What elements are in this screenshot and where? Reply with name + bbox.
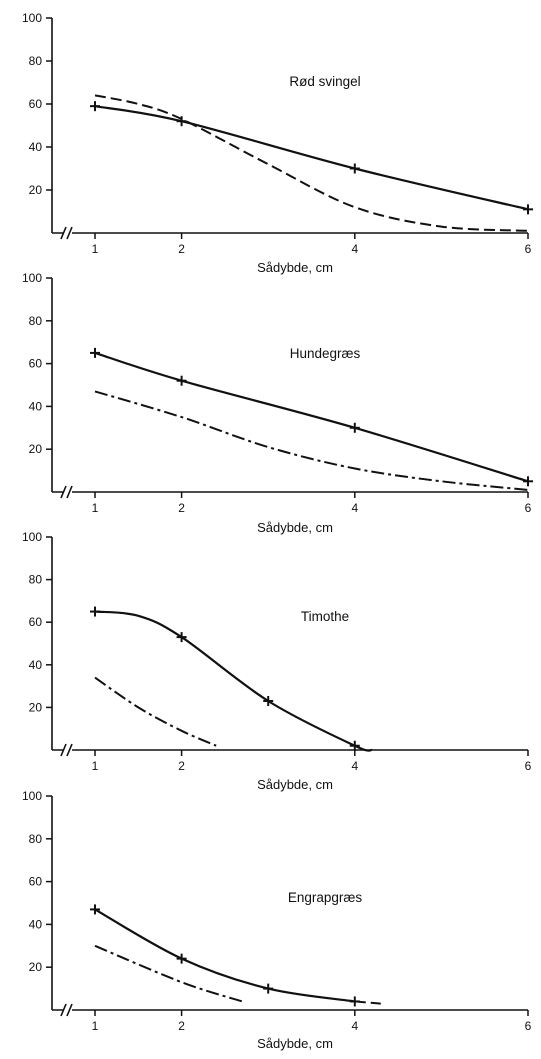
x-tick-label: 4 [351, 759, 358, 773]
series-line-solid [94, 908, 355, 1003]
series-line-dash-dot [94, 944, 243, 1003]
x-tick-label: 6 [525, 242, 532, 256]
y-tick-label: 60 [29, 357, 43, 371]
axis-break-mark [60, 226, 67, 240]
x-tick-label: 4 [351, 1019, 358, 1033]
x-tick-label: 2 [178, 1019, 185, 1033]
axis-break-mark [60, 1003, 67, 1017]
x-tick-label: 1 [92, 759, 99, 773]
data-point-marker [523, 476, 533, 487]
data-point-marker [176, 632, 187, 643]
y-tick-label: 80 [29, 832, 43, 846]
data-point-marker [90, 606, 100, 617]
y-tick-label: 80 [29, 573, 43, 587]
x-axis-label: Sådybde, cm [257, 777, 333, 792]
panel-title-hundegraes: Hundegræs [290, 346, 361, 361]
x-tick-label: 6 [525, 1019, 532, 1033]
x-tick-label: 2 [178, 242, 185, 256]
panel-title-engrapgraes: Engrapgræs [288, 890, 363, 905]
axis-break-gap [63, 486, 72, 498]
x-tick-label: 2 [178, 501, 185, 515]
data-point-marker [523, 204, 533, 215]
series-line-solid [94, 105, 529, 211]
panel-rod-svingel: 20 40 60 80 100 1 2 4 6 Sådybde, cm Rød svingel [22, 11, 533, 275]
data-point-marker [263, 696, 274, 707]
axis-break-mark [66, 226, 73, 240]
y-tick-label: 60 [29, 615, 43, 629]
series-line-dash-dot [94, 390, 529, 491]
x-tick-label: 2 [178, 759, 185, 773]
panel-title-rod-svingel: Rød svingel [289, 74, 360, 89]
panel-engrapgraes: 20 40 60 80 100 1 2 4 6 Sådybde, cm Engrapgræs [22, 789, 532, 1051]
y-tick-label: 20 [29, 960, 43, 974]
y-tick-label: 100 [22, 271, 42, 285]
data-point-marker [263, 983, 274, 994]
x-axis-label: Sådybde, cm [257, 1036, 333, 1051]
x-tick-label: 6 [525, 759, 532, 773]
series-line-dash-dot [94, 676, 217, 747]
x-axis-label: Sådybde, cm [257, 520, 333, 535]
y-tick-label: 20 [29, 442, 43, 456]
axis-break-gap [63, 744, 72, 756]
series-line-dashed [354, 1000, 381, 1005]
data-point-marker [90, 101, 100, 112]
series-line-dashed [94, 94, 529, 232]
panel-timothe: 20 40 60 80 100 1 2 4 6 Sådybde, cm Timothe [22, 530, 532, 792]
series-line-solid [94, 610, 373, 752]
y-tick-label: 40 [29, 140, 43, 154]
y-tick-label: 100 [22, 789, 42, 803]
axis-break-mark [60, 485, 67, 499]
y-tick-label: 100 [22, 530, 42, 544]
data-point-marker [349, 740, 360, 751]
y-tick-label: 60 [29, 97, 43, 111]
x-tick-label: 6 [525, 501, 532, 515]
x-tick-label: 4 [351, 242, 358, 256]
data-point-marker [349, 163, 360, 174]
x-tick-label: 1 [92, 1019, 99, 1033]
panel-title-timothe: Timothe [301, 609, 349, 624]
x-axis-label: Sådybde, cm [257, 260, 333, 275]
y-tick-label: 20 [29, 700, 43, 714]
y-tick-label: 80 [29, 314, 43, 328]
y-tick-label: 60 [29, 875, 43, 889]
y-tick-label: 40 [29, 917, 43, 931]
axis-break-mark [66, 1003, 73, 1017]
x-tick-label: 1 [92, 242, 99, 256]
data-point-marker [176, 953, 187, 964]
axis-break-mark [60, 743, 67, 757]
axis-break-mark [66, 485, 73, 499]
axis-break-gap [63, 227, 72, 239]
data-point-marker [176, 116, 187, 127]
y-tick-label: 40 [29, 399, 43, 413]
x-tick-label: 4 [351, 501, 358, 515]
x-tick-label: 1 [92, 501, 99, 515]
axis-break-mark [66, 743, 73, 757]
y-tick-label: 100 [22, 11, 42, 25]
data-point-marker [90, 347, 100, 358]
data-point-marker [90, 904, 100, 915]
data-point-marker [349, 422, 360, 433]
data-point-marker [176, 375, 187, 386]
panel-hundegraes: 20 40 60 80 100 1 2 4 6 Sådybde, cm Hundegræs [22, 271, 533, 535]
series-line-solid [94, 351, 529, 483]
y-tick-label: 40 [29, 658, 43, 672]
axis-break-gap [63, 1004, 72, 1016]
y-tick-label: 80 [29, 54, 43, 68]
y-tick-label: 20 [29, 183, 43, 197]
